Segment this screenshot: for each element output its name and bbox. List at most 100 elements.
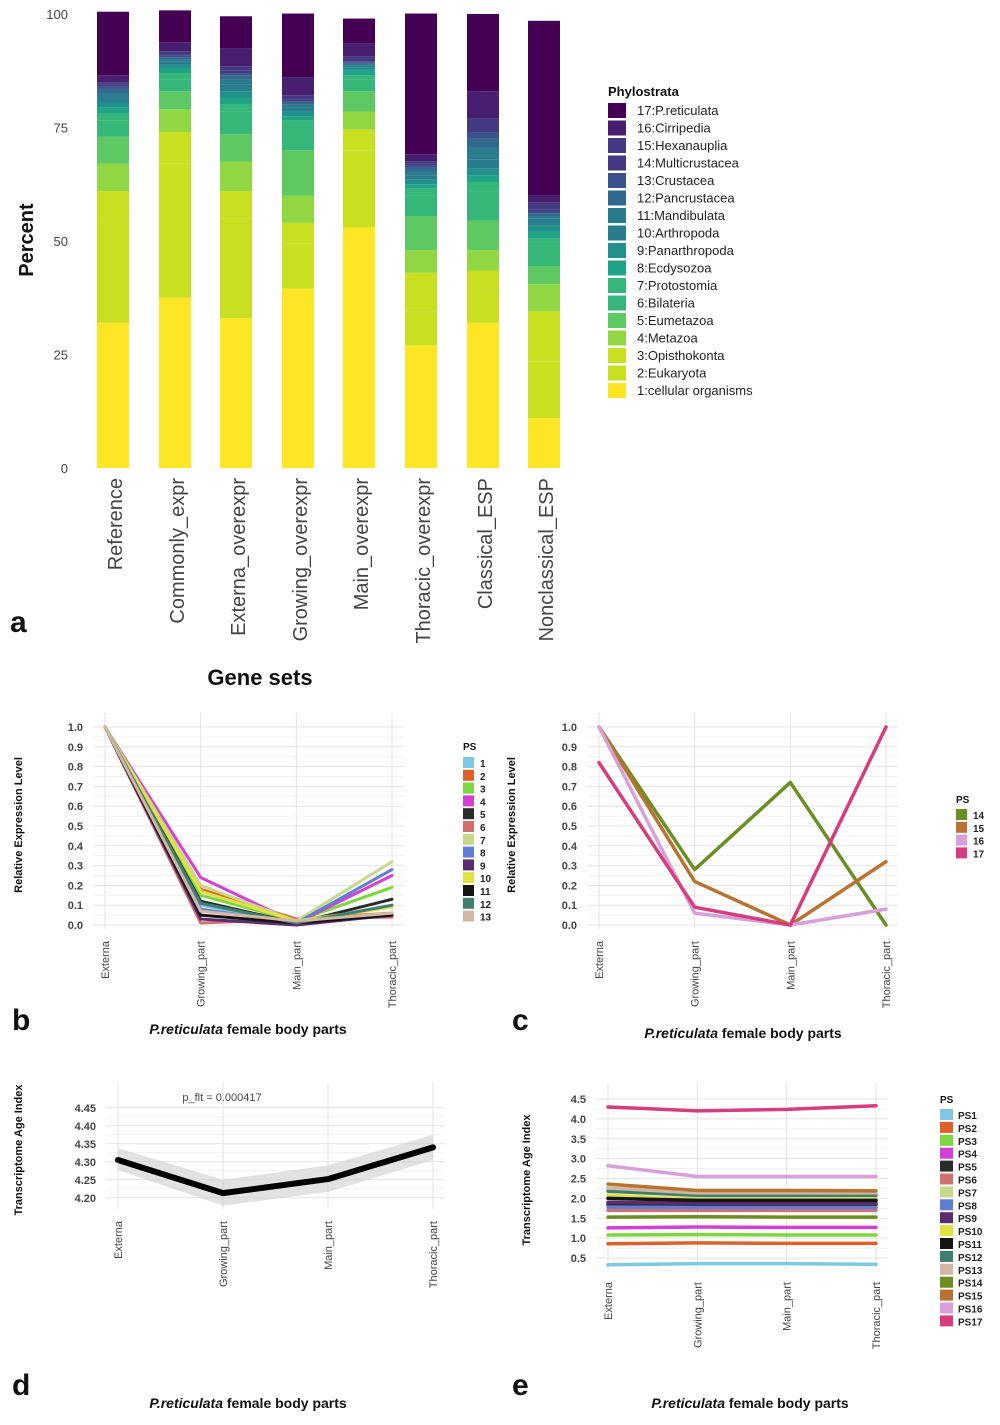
bar-segment: [159, 10, 191, 43]
bar-segment: [467, 132, 499, 139]
bar-segment: [282, 101, 314, 103]
series-line-2: [103, 725, 394, 921]
legend-swatch: [463, 808, 474, 820]
x-tick-label: Nonclassical_ESP: [536, 478, 558, 641]
legend-swatch: [608, 173, 626, 188]
legend-label: 14: [973, 811, 985, 822]
legend-swatch: [608, 365, 626, 381]
bar-segment: [159, 51, 191, 55]
bar-segment: [405, 171, 437, 176]
y-tick-label: 0.8: [68, 762, 83, 774]
x-tick-label: Externa: [603, 1281, 615, 1320]
y-tick-label: 0.1: [562, 900, 577, 912]
x-tick-label: Thoracic_part: [871, 1282, 883, 1349]
panel-letter-e: e: [512, 1369, 529, 1402]
legend-swatch: [608, 278, 626, 293]
x-tick-label: Externa: [594, 940, 606, 979]
bar-segment: [282, 104, 314, 108]
bar-segment: [220, 134, 252, 162]
bar-segment: [343, 150, 375, 228]
panel-a-stacked-bar-chart: 0 25 50 75 100 Percent Reference Commonly_expr E…: [10, 7, 753, 690]
y-tick-label: 0.0: [562, 920, 577, 932]
bar-segment: [467, 118, 499, 128]
panel-d-tai-chart: 4.20 4.25 4.30 4.35 4.40 4.45 Externa Growing_p…: [12, 1083, 445, 1411]
legend-label: 16: [973, 837, 985, 848]
bar-segment: [282, 150, 314, 196]
legend-swatch: [463, 782, 474, 794]
legend-label: PS11: [958, 1240, 982, 1251]
legend-swatch: [608, 155, 626, 171]
legend-label: PS17: [958, 1317, 983, 1328]
bar-segment: [528, 213, 560, 217]
x-tick-label: Growing_overexpr: [290, 478, 312, 642]
y-tick-label: 4.20: [75, 1193, 96, 1205]
y-tick-label: 0.6: [68, 801, 83, 813]
y-tick-label: 0.9: [562, 742, 577, 754]
bar-segment: [405, 163, 437, 166]
x-tick-label: Main_part: [323, 1221, 335, 1270]
bar-segment: [282, 222, 314, 244]
series-line-PS9: [606, 1200, 878, 1205]
y-tick-label: 0.3: [562, 861, 577, 873]
x-tick-label: Thoracic_part: [387, 941, 399, 1008]
y-tick-label: 0.0: [68, 920, 83, 932]
x-tick-label: Thoracic_overexpr: [413, 478, 435, 644]
legend-label: 16:Cirripedia: [637, 121, 711, 136]
legend-label: PS14: [958, 1279, 983, 1290]
bar-segment: [405, 311, 437, 346]
bar-segment: [405, 167, 437, 172]
y-axis-title: Relative Expression Level: [13, 757, 25, 893]
y-tick-label: 4.35: [75, 1139, 96, 1151]
bar-segment: [467, 127, 499, 133]
series-line-PS13: [606, 1186, 878, 1195]
x-tick-label: Commonly_expr: [167, 478, 189, 624]
x-tick-label: Growing_part: [692, 1282, 704, 1348]
x-axis-title-italic: P.reticulata: [149, 1021, 223, 1037]
bar-segment: [528, 284, 560, 312]
bar-segment: [220, 75, 252, 80]
x-tick-label: Main_part: [782, 1282, 794, 1331]
series-line-16: [597, 725, 888, 927]
series-line-13: [103, 725, 394, 923]
panel-letter-d: d: [12, 1369, 30, 1402]
legend-swatch: [608, 295, 626, 311]
legend-title: PS: [956, 795, 970, 806]
bar-segment: [220, 318, 252, 468]
bar-segment: [220, 16, 252, 49]
bar-segment: [405, 216, 437, 251]
legend-swatch: [463, 910, 474, 922]
y-tick-label: 1.0: [562, 722, 577, 734]
bar-segment: [97, 82, 129, 85]
bar-segment: [220, 84, 252, 92]
legend-swatch: [940, 1276, 953, 1288]
bar-segment: [97, 102, 129, 108]
legend-swatch: [608, 260, 626, 276]
bar-segment: [343, 18, 375, 44]
legend-swatch: [956, 821, 967, 833]
bar-segment: [528, 231, 560, 239]
x-axis-title-italic: P.reticulata: [644, 1025, 718, 1041]
y-tick-label: 0: [61, 461, 68, 476]
series-line-PS15: [606, 1182, 878, 1193]
bar-segment: [528, 202, 560, 210]
bar-segment: [528, 218, 560, 226]
x-tick-label: Main_part: [785, 941, 797, 990]
x-axis-title-italic: P.reticulata: [149, 1395, 223, 1411]
x-tick-label: Externa: [113, 1220, 125, 1259]
bar-segment: [97, 88, 129, 94]
panel-e-ps-tai-chart: 0.5 1.0 1.5 2.0 2.5 3.0 3.5 4.0 4.5 Externa Growin…: [512, 1083, 983, 1411]
legend-label: PS4: [958, 1150, 977, 1161]
bar-segment: [282, 102, 314, 105]
bar-segment: [220, 91, 252, 98]
legend-label: PS3: [958, 1137, 977, 1148]
legend-swatch: [608, 348, 626, 363]
y-tick-label: 0.5: [562, 821, 577, 833]
legend-label: PS16: [958, 1305, 983, 1316]
legend-swatch: [940, 1199, 953, 1211]
y-tick-label: 1.0: [68, 722, 83, 734]
x-axis-title: P.reticulata female body parts: [644, 1025, 842, 1041]
legend-label: 1:cellular organisms: [637, 383, 753, 398]
series-line-4: [103, 725, 394, 925]
series-line-TAI: [115, 1144, 436, 1197]
